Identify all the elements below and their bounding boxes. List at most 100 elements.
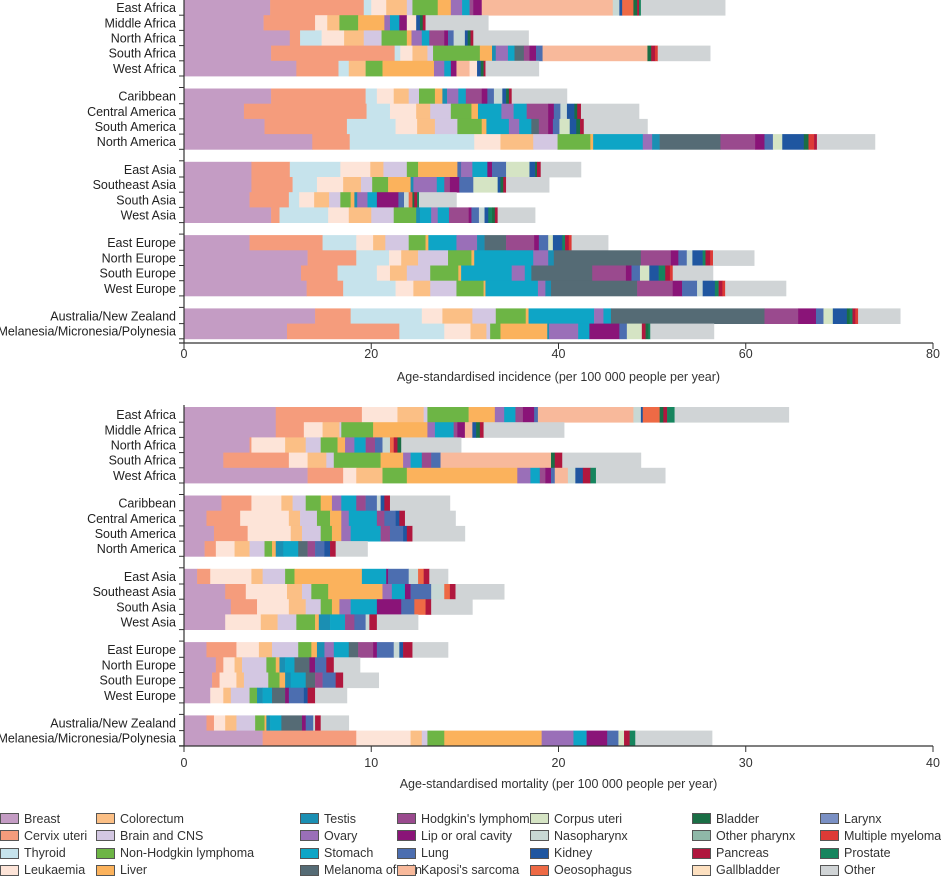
bar-segment-hodgkin-s-lymphoma <box>506 235 535 251</box>
bar-segment-cervix-uteri <box>271 88 366 105</box>
legend-item-prostate: Prostate <box>820 845 891 862</box>
bar-segment-leukaemia <box>299 192 315 208</box>
bar-segment-multiple-myeloma <box>710 250 714 266</box>
bar-segment-hodgkin-s-lymphoma <box>421 452 432 469</box>
bar-segment-pancreas <box>718 280 723 297</box>
bar-segment-breast <box>184 614 226 630</box>
bar-segment-colorectum <box>288 599 307 615</box>
legend-label: Gallbladder <box>716 863 780 878</box>
bar-segment-stomach <box>593 134 644 150</box>
bar-segment-oeosophagus <box>414 599 426 615</box>
bar-segment-stomach <box>513 103 527 120</box>
bar-row-caribbean: Caribbean <box>118 495 451 512</box>
bar-segment-nasopharynx <box>313 715 316 731</box>
bar-segment-brain-and-cns <box>383 161 408 178</box>
row-label: Australia/New Zealand <box>50 310 176 324</box>
bar-segment-kidney <box>399 642 404 658</box>
bar-segment-other <box>483 422 565 438</box>
bar-segment-testis <box>279 657 286 673</box>
bar-segment-liver <box>425 235 429 251</box>
bar-row-north-europe: North Europe <box>102 250 755 266</box>
bar-segment-kaposi-s-sarcoma <box>481 0 614 16</box>
bar-row-north-america: North America <box>97 134 876 150</box>
bar-segment-non-hodgkin-lymphoma <box>311 584 329 600</box>
bar-segment-stomach <box>341 495 357 512</box>
bar-row-east-asia: East Asia <box>124 568 449 585</box>
bar-segment-ovary <box>450 0 463 16</box>
legend-label: Lip or oral cavity <box>421 828 513 843</box>
bar-segment-leukaemia <box>215 541 235 557</box>
bar-segment-melanoma-of-skin <box>551 280 638 297</box>
row-label: Middle Africa <box>104 423 176 437</box>
bar-segment-hodgkin-s-lymphoma <box>380 525 391 542</box>
bar-segment-other <box>412 642 449 658</box>
bar-segment-ovary <box>642 134 653 150</box>
bar-segment-non-hodgkin-lymphoma <box>433 45 481 62</box>
bar-row-south-asia: South Asia <box>116 192 457 208</box>
bar-segment-multiple-myeloma <box>808 134 815 150</box>
bar-segment-leukaemia <box>444 323 471 340</box>
bar-segment-cervix-uteri <box>262 730 357 747</box>
bar-segment-leukaemia <box>245 584 288 600</box>
legend-item-breast: Breast <box>0 810 60 827</box>
legend-item-thyroid: Thyroid <box>0 845 66 862</box>
bar-segment-breast <box>184 525 215 542</box>
bar-segment-non-hodgkin-lymphoma <box>427 730 445 747</box>
row-label: North Africa <box>111 439 176 453</box>
bar-segment-lip-or-oral-cavity <box>522 407 535 423</box>
bar-segment-brain-and-cns <box>305 437 321 453</box>
bar-segment-cervix-uteri <box>251 161 291 178</box>
legend-item-other: Other <box>820 862 875 879</box>
bar-segment-leukaemia <box>474 134 501 150</box>
bar-segment-leukaemia <box>316 177 344 193</box>
bar-segment-stomach <box>603 308 612 324</box>
row-label: West Asia <box>121 616 176 630</box>
bar-segment-breast <box>184 584 226 600</box>
bar-segment-bladder <box>576 118 581 135</box>
bar-segment-lip-or-oral-cavity <box>625 265 632 282</box>
bar-segment-hodgkin-s-lymphoma <box>358 642 374 658</box>
bar-segment-brain-and-cns <box>301 525 321 542</box>
row-label: North Africa <box>111 32 176 46</box>
bar-segment-non-hodgkin-lymphoma <box>406 161 419 178</box>
bar-segment-leukaemia <box>376 88 395 105</box>
bar-segment-melanoma-of-skin <box>294 657 310 673</box>
bar-segment-brain-and-cns <box>339 422 342 438</box>
x-tick-label: 0 <box>181 756 188 770</box>
bar-segment-colorectum <box>412 45 428 62</box>
bar-segment-lung <box>354 614 366 630</box>
bar-segment-leukaemia <box>356 730 411 747</box>
bar-segment-ovary <box>511 265 526 282</box>
legend-item-nasopharynx: Nasopharynx <box>530 827 628 844</box>
bar-segment-lip-or-oral-cavity <box>309 657 316 673</box>
legend-swatch <box>692 813 711 824</box>
bar-segment-non-hodgkin-lymphoma <box>450 103 472 120</box>
row-label: South Asia <box>116 600 176 614</box>
bar-segment-colorectum <box>260 614 278 630</box>
row-label: Melanesia/Micronesia/Polynesia <box>0 325 176 339</box>
row-label: West Africa <box>113 62 176 76</box>
bar-segment-stomach <box>290 672 307 689</box>
bar-segment-lung <box>431 452 441 469</box>
bar-segment-nasopharynx <box>431 584 445 600</box>
bar-segment-lung <box>448 30 454 46</box>
bar-segment-prostate <box>639 0 642 16</box>
bar-segment-kidney <box>692 250 703 266</box>
bar-segment-stomach <box>270 715 282 731</box>
legend-item-stomach: Stomach <box>300 845 373 862</box>
legend-item-kaposi-s-sarcoma: Kaposi's sarcoma <box>397 862 519 879</box>
bar-segment-lung <box>471 207 480 223</box>
bar-segment-corpus-uteri <box>823 308 834 324</box>
bar-segment-ovary <box>345 437 355 453</box>
bar-segment-pancreas <box>425 599 432 615</box>
bar-segment-liver <box>350 192 355 208</box>
x-tick-label: 20 <box>364 347 378 361</box>
bar-segment-other <box>540 161 582 178</box>
bar-segment-testis <box>410 177 414 193</box>
bar-segment-liver <box>380 452 404 469</box>
bar-segment-nasopharynx <box>697 280 703 297</box>
bar-segment-lip-or-oral-cavity <box>473 0 483 16</box>
bar-segment-thyroid <box>338 60 350 77</box>
legend-label: Other <box>844 863 876 878</box>
legend-item-multiple-myeloma: Multiple myeloma <box>820 827 941 844</box>
